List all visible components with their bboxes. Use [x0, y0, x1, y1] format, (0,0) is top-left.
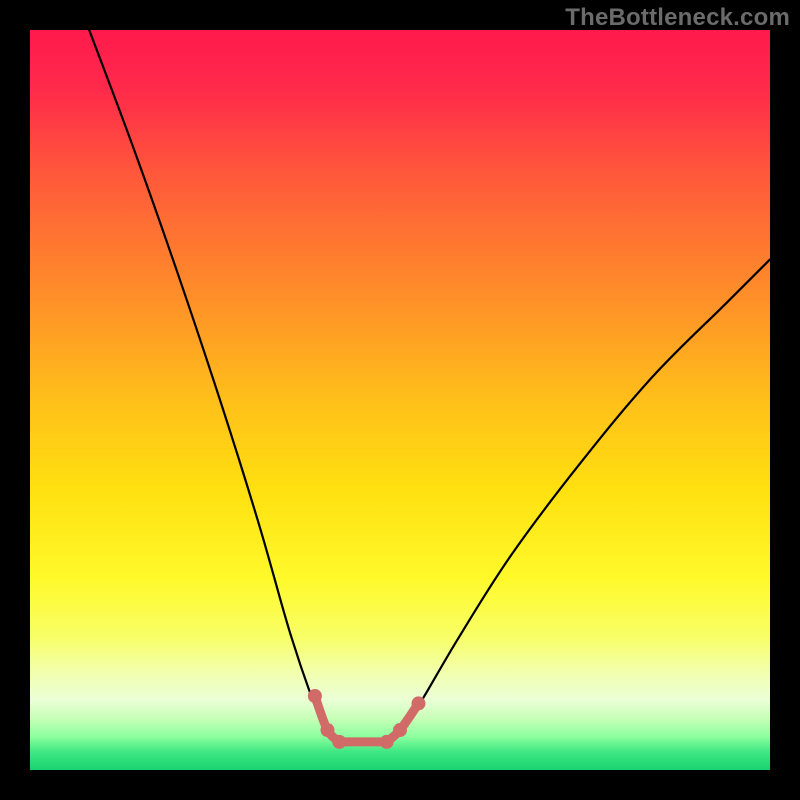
- plot-area: [30, 30, 770, 770]
- bottleneck-chart: [30, 30, 770, 770]
- valley-marker: [332, 735, 346, 749]
- valley-marker: [412, 696, 426, 710]
- chart-frame: TheBottleneck.com: [0, 0, 800, 800]
- watermark-text: TheBottleneck.com: [565, 4, 790, 32]
- valley-marker: [308, 689, 322, 703]
- valley-marker: [320, 723, 334, 737]
- valley-marker: [393, 723, 407, 737]
- gradient-background: [30, 30, 770, 770]
- valley-marker: [380, 735, 394, 749]
